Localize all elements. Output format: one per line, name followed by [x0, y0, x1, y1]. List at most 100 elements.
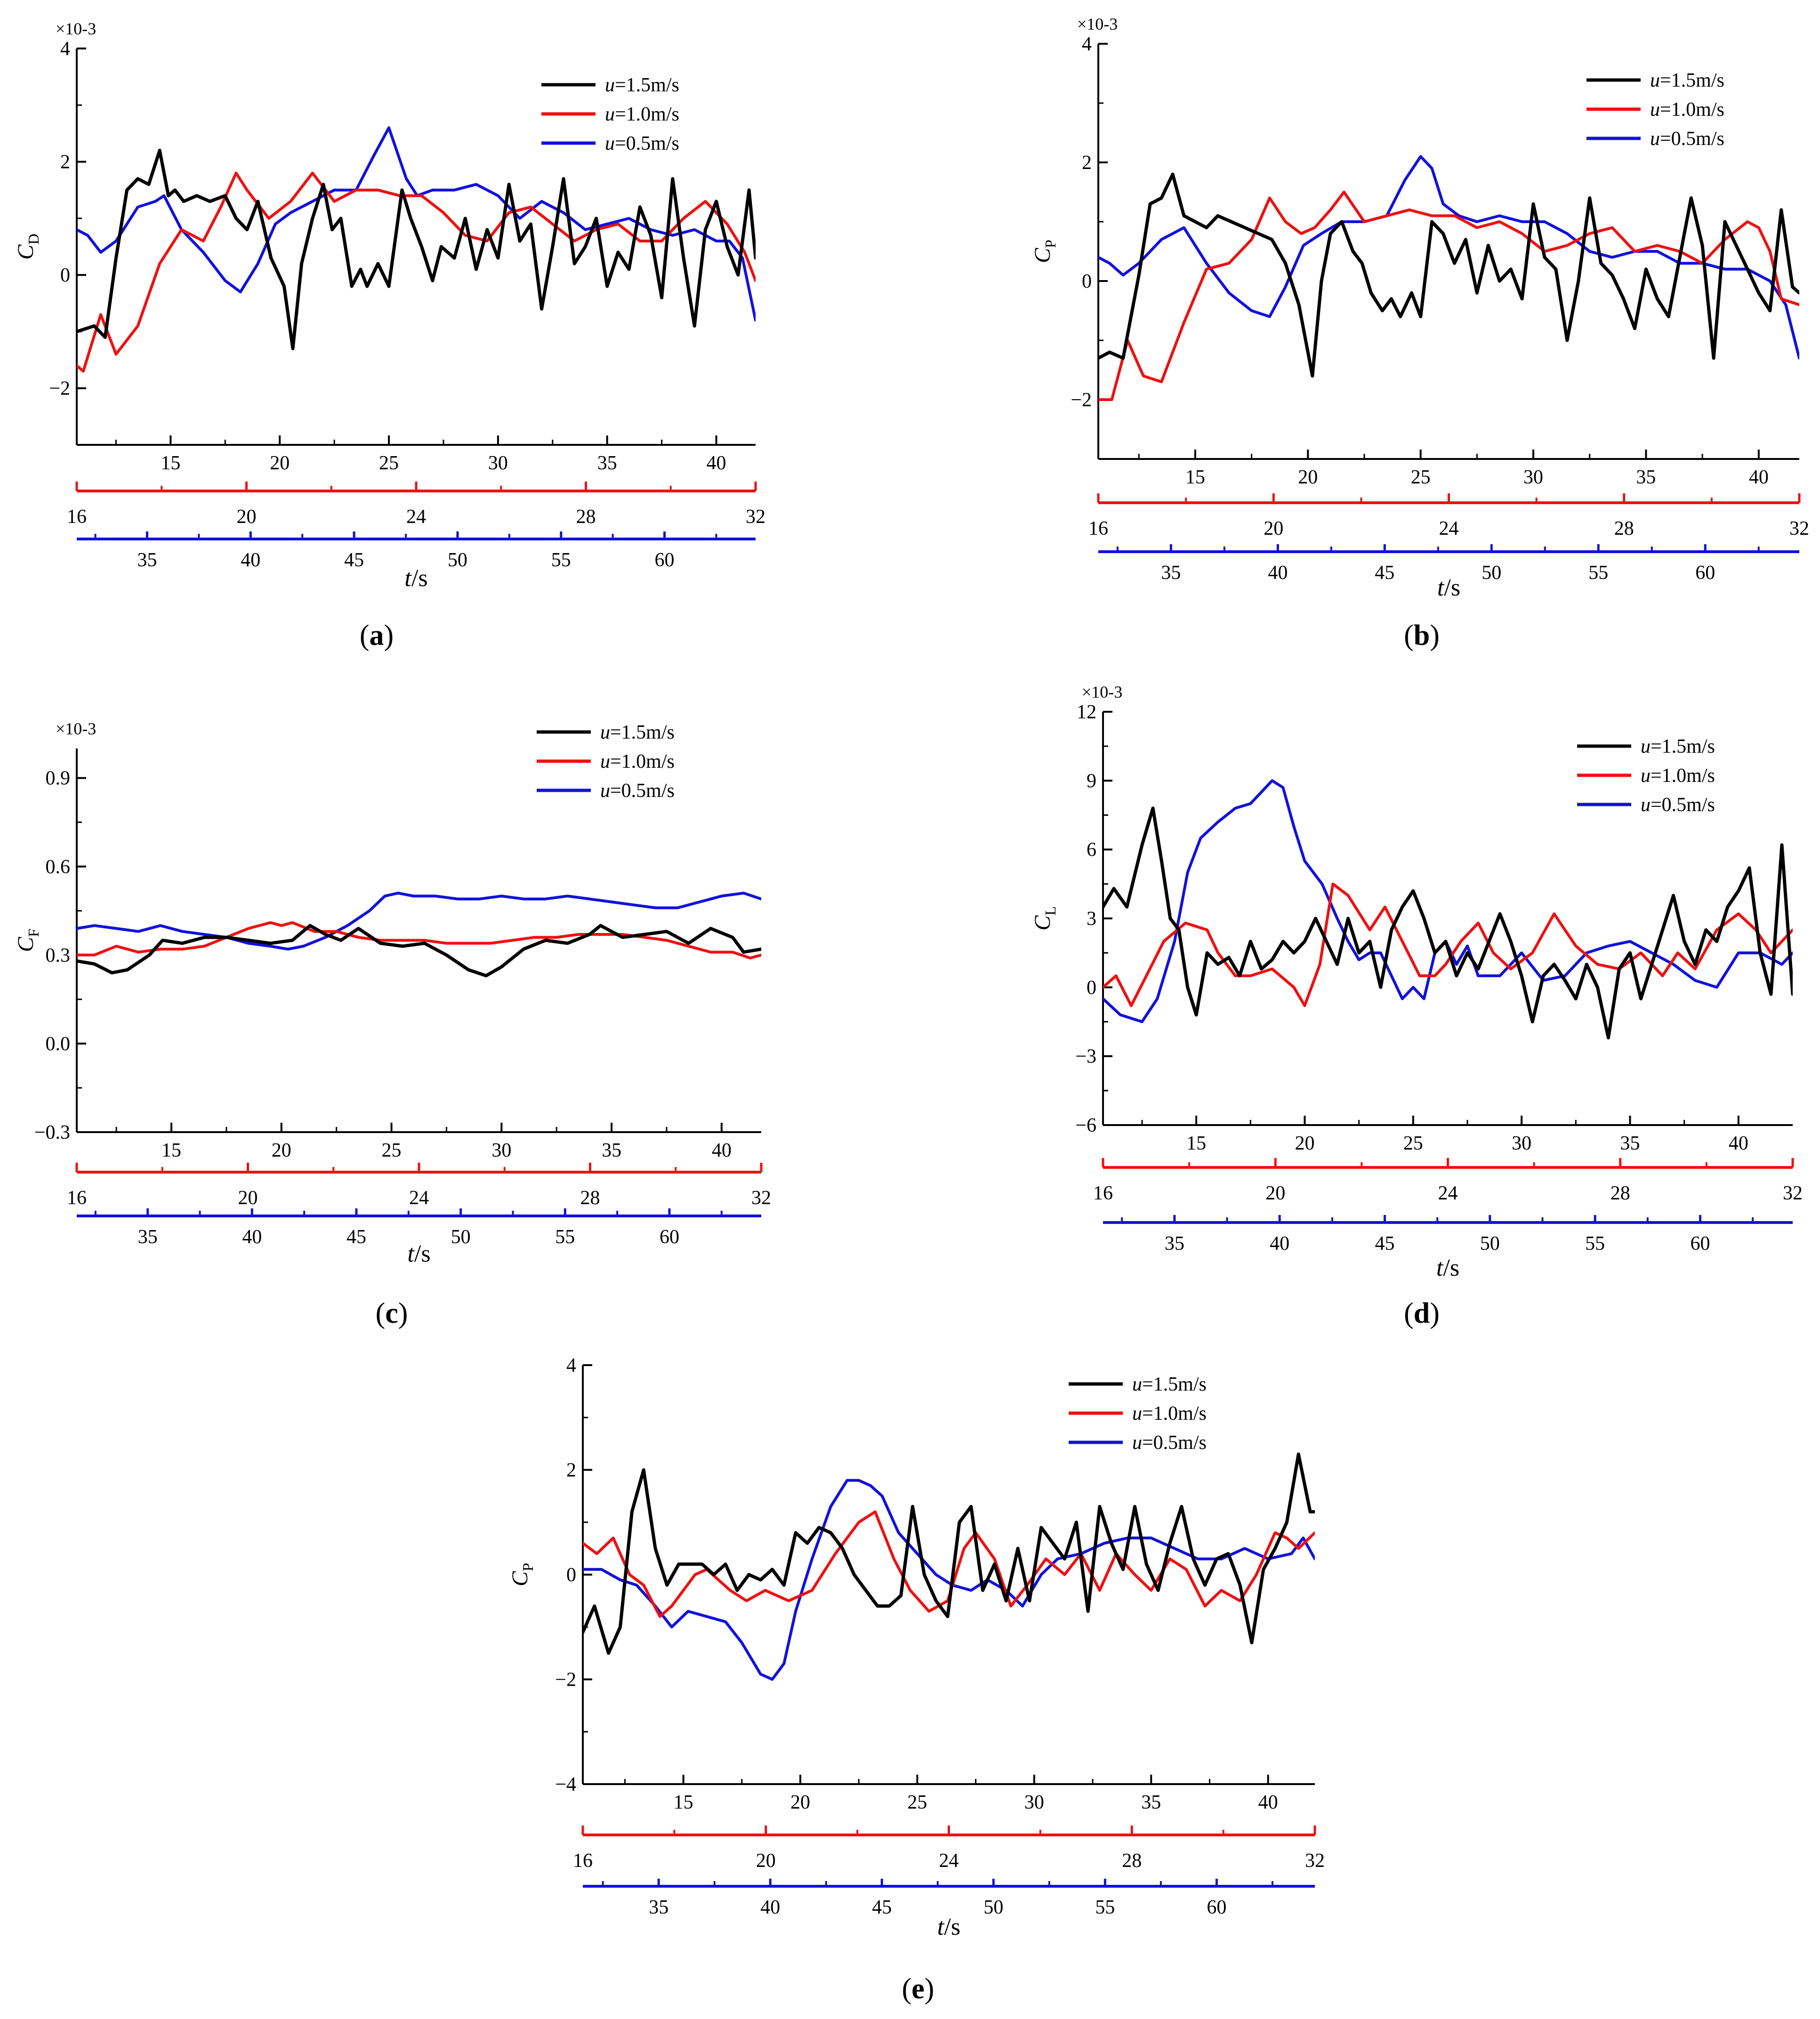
blue-axis-label: 55: [555, 1226, 575, 1248]
x-tick-label: 30: [491, 1140, 511, 1161]
blue-axis-label: 55: [1588, 562, 1608, 584]
y-tick-label: 6: [1087, 839, 1096, 861]
legend-value: =1.5m/s: [615, 74, 679, 96]
y-axis-title-main: C: [1030, 248, 1055, 263]
y-axis-title-sub: P: [519, 1563, 536, 1571]
time-axis-var: t: [404, 565, 412, 592]
x-tick-label: 20: [270, 452, 290, 474]
series-line-u15: [1098, 172, 1799, 378]
legend-var: u: [1132, 1403, 1142, 1424]
blue-axis-label: 60: [660, 1226, 679, 1248]
x-tick-label: 30: [1523, 467, 1543, 488]
x-tick-label: 40: [1258, 1792, 1278, 1813]
x-tick-label: 20: [1298, 467, 1318, 488]
y-axis-title-main: C: [13, 936, 38, 952]
legend-entry: u=1.0m/s: [1641, 765, 1715, 787]
red-axis-label: 28: [1614, 518, 1634, 539]
red-axis-label: 32: [1789, 518, 1809, 539]
blue-axis-label: 40: [241, 549, 260, 571]
legend-entry: u=1.5m/s: [1650, 70, 1724, 91]
red-axis-label: 32: [1305, 1850, 1325, 1872]
blue-axis-label: 50: [448, 549, 467, 571]
time-axis-title: t/s: [1436, 1255, 1459, 1281]
blue-axis-label: 60: [1695, 562, 1715, 584]
legend-var: u: [1132, 1432, 1142, 1454]
time-axis-var: t: [407, 1240, 415, 1267]
legend-entry: u=1.0m/s: [600, 751, 675, 772]
red-axis-label: 24: [1439, 518, 1459, 539]
x-tick-label: 20: [1295, 1133, 1314, 1154]
panel-caption-open: (: [1404, 1297, 1414, 1329]
legend-value: =0.5m/s: [615, 133, 679, 154]
panel-caption-open: (: [1404, 619, 1414, 652]
legend-var: u: [1650, 99, 1660, 121]
y-tick-label: −2: [49, 378, 70, 400]
blue-axis-label: 40: [1270, 1233, 1289, 1255]
legend-entry: u=1.5m/s: [1641, 736, 1715, 757]
time-axis-unit: /s: [1444, 574, 1460, 601]
y-tick-label: 0.3: [46, 945, 71, 966]
red-axis-label: 20: [238, 1187, 258, 1209]
legend-entry: u=0.5m/s: [600, 780, 675, 802]
series-line-u15: [77, 149, 756, 350]
legend-entry: u=1.5m/s: [605, 74, 679, 96]
panel-caption-open: (: [360, 619, 370, 652]
y-axis-title-main: C: [507, 1571, 532, 1586]
red-axis-label: 24: [1438, 1182, 1458, 1204]
series-line-u05: [77, 126, 756, 322]
series-group: [583, 1452, 1315, 1681]
panel-caption: (a): [360, 619, 394, 652]
panel-caption: (e): [902, 1973, 934, 2005]
red-axis-label: 16: [1088, 518, 1108, 539]
blue-axis-label: 55: [551, 549, 571, 571]
legend-entry: u=1.0m/s: [605, 104, 679, 125]
series-line-u10: [77, 171, 756, 373]
y-tick-label: 12: [1077, 701, 1096, 723]
y-tick-label: 0: [1082, 271, 1092, 292]
red-axis-label: 24: [409, 1187, 429, 1209]
red-axis-label: 32: [1783, 1182, 1803, 1204]
panel-caption-close: ): [1430, 619, 1440, 652]
legend-entry: u=1.0m/s: [1650, 99, 1724, 121]
red-axis-label: 24: [406, 506, 426, 528]
y-tick-label: 0: [1087, 977, 1096, 998]
y-axis-title-sub: L: [1042, 906, 1059, 916]
legend-value: =1.5m/s: [610, 722, 675, 743]
time-axis-unit: /s: [411, 565, 428, 592]
time-axis-title: t/s: [937, 1914, 960, 1940]
time-axis-var: t: [1436, 1255, 1444, 1281]
x-tick-label: 15: [161, 452, 180, 474]
series-group: [1098, 155, 1799, 401]
blue-axis-label: 55: [1095, 1897, 1115, 1918]
legend-var: u: [1132, 1374, 1142, 1395]
y-tick-label: 0: [60, 265, 70, 286]
y-tick-label: −2: [555, 1669, 576, 1691]
y-tick-label: 0.0: [46, 1033, 71, 1055]
x-tick-label: 15: [161, 1140, 181, 1161]
x-tick-label: 35: [602, 1140, 621, 1161]
legend-var: u: [1650, 128, 1660, 150]
legend-entry: u=1.5m/s: [1132, 1374, 1207, 1395]
y-tick-label: 3: [1087, 908, 1096, 930]
legend-var: u: [605, 133, 615, 154]
blue-axis-label: 35: [137, 549, 157, 571]
y-axis-title: CD: [13, 233, 42, 259]
panel-caption-letter: d: [1414, 1297, 1430, 1329]
panel-caption-letter: b: [1414, 619, 1430, 652]
blue-axis-label: 40: [1268, 562, 1288, 584]
blue-axis-label: 50: [1482, 562, 1501, 584]
panel-caption-open: (: [376, 1297, 386, 1329]
panel-caption-close: ): [925, 1973, 934, 2005]
legend-entry: u=1.0m/s: [1132, 1403, 1207, 1424]
panel-caption: (b): [1404, 619, 1440, 652]
blue-axis-label: 55: [1585, 1233, 1605, 1255]
blue-axis-label: 45: [1375, 1233, 1395, 1255]
panel-caption-close: ): [398, 1297, 408, 1329]
y-axis-title-main: C: [13, 244, 38, 260]
y-tick-label: 0: [566, 1564, 576, 1586]
red-axis-label: 28: [576, 506, 596, 528]
y-tick-label: −3: [1075, 1046, 1096, 1068]
legend-var: u: [600, 751, 610, 772]
